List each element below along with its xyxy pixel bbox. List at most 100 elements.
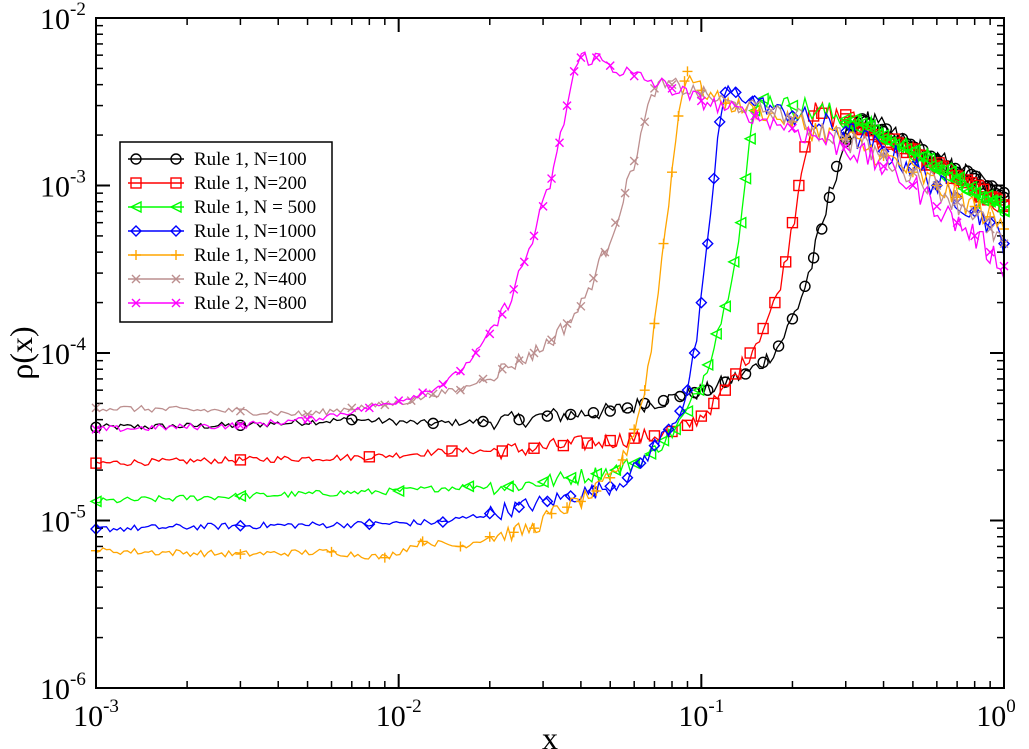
marker-square — [757, 322, 769, 335]
marker-x — [303, 415, 313, 425]
marker-x — [418, 388, 428, 398]
marker-x — [171, 274, 181, 284]
marker-triangle — [738, 172, 752, 185]
marker-x — [952, 218, 962, 228]
marker-x — [569, 66, 579, 76]
marker-x — [787, 114, 797, 124]
marker-x — [750, 111, 760, 121]
marker-x — [970, 206, 980, 216]
x-tick-base: 10 — [976, 700, 1006, 733]
series-layer — [89, 51, 1010, 563]
marker-x — [787, 123, 797, 133]
marker-x — [235, 406, 245, 416]
marker-x — [600, 247, 610, 257]
marker-x — [629, 71, 639, 81]
marker-triangle — [564, 471, 577, 484]
legend-entry: Rule 2, N=400 — [128, 269, 307, 290]
marker-triangle — [847, 113, 860, 126]
marker-triangle — [940, 170, 953, 184]
marker-x — [576, 53, 586, 63]
marker-circle — [427, 417, 439, 430]
legend-label: Rule 1, N=2000 — [194, 245, 316, 266]
marker-x — [438, 379, 448, 389]
marker-x — [620, 188, 630, 198]
marker-square — [496, 445, 509, 457]
marker-triangle — [944, 165, 957, 178]
marker-diamond — [688, 347, 701, 359]
marker-diamond — [695, 296, 708, 309]
marker-x — [497, 364, 507, 374]
marker-square — [793, 179, 805, 192]
legend-entry: Rule 1, N=200 — [128, 173, 307, 194]
marker-square — [786, 216, 799, 229]
marker-circle — [816, 223, 828, 235]
marker-x — [591, 53, 601, 63]
marker-plus — [617, 454, 628, 465]
marker-diamond — [701, 237, 714, 250]
marker-circle — [621, 402, 634, 414]
marker-x — [605, 61, 615, 71]
marker-square — [604, 434, 616, 447]
marker-diamond — [170, 225, 182, 237]
legend-label: Rule 1, N = 500 — [194, 197, 316, 218]
marker-square — [363, 451, 376, 463]
marker-circle — [830, 160, 843, 173]
marker-triangle — [871, 127, 884, 140]
series-line — [95, 94, 1005, 504]
y-tick-base: 10 — [40, 506, 70, 539]
series-line — [95, 51, 1005, 433]
marker-triangle — [867, 123, 880, 137]
marker-plus — [484, 531, 495, 542]
marker-plus — [546, 508, 557, 519]
marker-x — [985, 247, 995, 257]
marker-diamond — [130, 225, 142, 237]
series-3 — [89, 92, 1010, 508]
marker-x — [406, 396, 416, 406]
series-4 — [90, 84, 1010, 535]
marker-x — [485, 329, 495, 339]
x-tick-base: 10 — [678, 700, 708, 733]
y-tick-label: 10-5 — [40, 502, 86, 539]
marker-diamond — [719, 86, 732, 99]
marker-plus — [417, 536, 428, 547]
marker-circle — [604, 405, 616, 417]
marker-triangle — [981, 189, 994, 202]
marker-circle — [657, 394, 670, 407]
marker-plus — [379, 552, 390, 563]
legend: Rule 1, N=100 Rule 1, N=200 Rule 1, N = 50… — [119, 141, 333, 323]
marker-triangle — [932, 163, 945, 177]
marker-plus — [326, 546, 337, 557]
legend-label: Rule 2, N=400 — [194, 269, 307, 290]
marker-square — [730, 368, 742, 380]
y-tick-exp: -6 — [70, 669, 86, 690]
marker-triangle — [859, 119, 872, 133]
x-tick-exp: -3 — [103, 696, 119, 717]
marker-circle — [702, 384, 714, 396]
marker-diamond — [729, 86, 742, 99]
y-tick-label: 10-6 — [40, 669, 86, 706]
marker-plus — [673, 110, 684, 121]
marker-plus — [171, 250, 181, 260]
x-tick-exp: -1 — [708, 696, 724, 717]
marker-diamond — [483, 507, 496, 520]
marker-square — [807, 110, 820, 122]
y-tick-label: 10-4 — [40, 334, 86, 371]
marker-x — [696, 89, 706, 99]
marker-triangle — [656, 434, 670, 447]
x-tick-base: 10 — [376, 700, 406, 733]
marker-circle — [772, 340, 785, 352]
marker-diamond — [681, 384, 694, 397]
marker-triangle — [129, 200, 142, 214]
marker-triangle — [536, 475, 549, 489]
marker-plus — [131, 250, 141, 260]
marker-x — [879, 161, 889, 171]
marker-triangle — [851, 121, 864, 134]
marker-triangle — [501, 480, 514, 493]
x-tick-base: 10 — [73, 700, 103, 733]
x-tick-exp: -2 — [406, 696, 422, 717]
marker-circle — [170, 153, 182, 165]
marker-x — [380, 400, 390, 410]
marker-diamond — [634, 457, 647, 470]
marker-circle — [639, 397, 651, 410]
